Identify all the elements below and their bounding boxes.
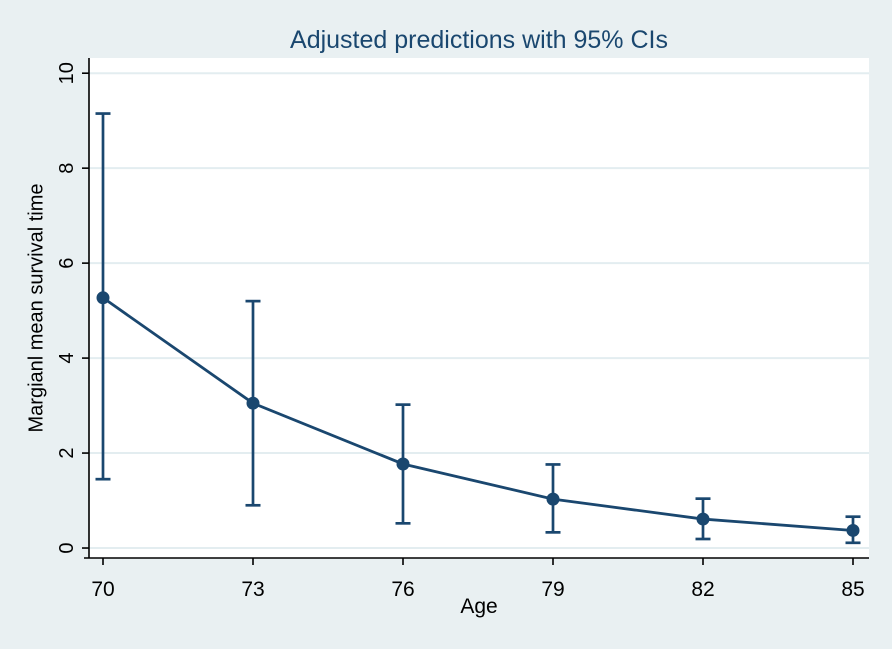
plot-region [89, 58, 869, 558]
trend-line [102, 296, 854, 532]
y-tick-label: 6 [56, 258, 78, 269]
y-axis-title: Margianl mean survival time [25, 183, 48, 433]
y-tick-label: 2 [56, 447, 78, 458]
x-tick-label: 85 [841, 578, 864, 601]
data-point [246, 396, 260, 410]
y-tick-label: 0 [56, 542, 78, 553]
data-point [396, 457, 410, 471]
x-tick-label: 76 [391, 578, 414, 601]
data-point [846, 523, 860, 537]
x-tick-label: 82 [691, 578, 714, 601]
data-point [696, 512, 710, 526]
y-tick-label: 10 [56, 62, 78, 84]
x-tick-label: 70 [91, 578, 114, 601]
y-tick-label: 4 [56, 353, 78, 364]
x-tick-label: 79 [541, 578, 564, 601]
data-point [96, 291, 110, 305]
data-point [546, 492, 560, 506]
chart-title: Adjusted predictions with 95% CIs [290, 26, 668, 54]
x-axis-title: Age [460, 595, 498, 618]
y-tick-label: 8 [56, 163, 78, 174]
x-tick-label: 73 [241, 578, 264, 601]
